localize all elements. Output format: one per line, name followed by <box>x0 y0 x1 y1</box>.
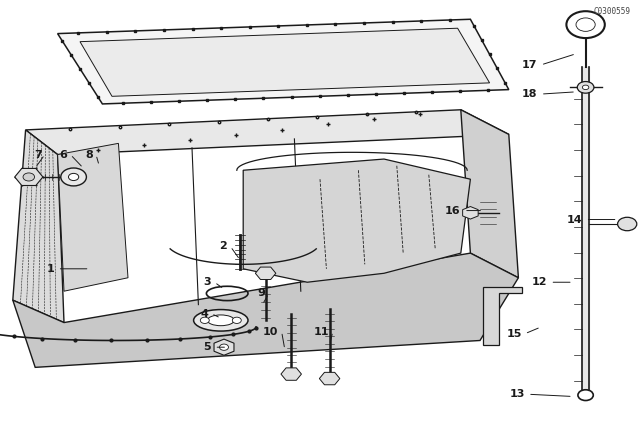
Polygon shape <box>58 19 509 104</box>
Circle shape <box>578 390 593 401</box>
Text: 5: 5 <box>204 342 211 352</box>
Circle shape <box>61 168 86 186</box>
Circle shape <box>577 82 594 93</box>
Polygon shape <box>26 110 509 155</box>
Polygon shape <box>15 168 43 185</box>
Polygon shape <box>255 267 276 280</box>
Text: 9: 9 <box>258 289 266 298</box>
Text: 15: 15 <box>506 329 522 339</box>
Polygon shape <box>13 130 64 323</box>
Circle shape <box>618 217 637 231</box>
Text: 6: 6 <box>60 150 67 159</box>
Text: 2: 2 <box>220 241 227 251</box>
Text: 10: 10 <box>263 327 278 336</box>
Text: 16: 16 <box>445 206 461 215</box>
Circle shape <box>232 317 241 323</box>
Polygon shape <box>319 372 340 385</box>
Circle shape <box>566 11 605 38</box>
Text: 13: 13 <box>509 389 525 399</box>
Text: 18: 18 <box>522 89 538 99</box>
Text: 14: 14 <box>567 215 582 224</box>
Polygon shape <box>461 110 518 278</box>
Polygon shape <box>463 207 478 219</box>
Text: 12: 12 <box>532 277 547 287</box>
Polygon shape <box>58 143 128 291</box>
Ellipse shape <box>207 315 234 326</box>
Text: 4: 4 <box>200 309 208 319</box>
Circle shape <box>200 317 209 323</box>
Text: 17: 17 <box>522 60 538 70</box>
Text: 11: 11 <box>314 327 330 336</box>
Polygon shape <box>13 253 518 367</box>
Text: C0300559: C0300559 <box>593 7 630 16</box>
Polygon shape <box>80 28 490 96</box>
Polygon shape <box>281 368 301 380</box>
Circle shape <box>68 173 79 181</box>
Polygon shape <box>214 339 234 355</box>
Circle shape <box>220 344 228 350</box>
Polygon shape <box>243 159 470 282</box>
Polygon shape <box>483 287 522 345</box>
Text: 8: 8 <box>85 150 93 159</box>
Text: 3: 3 <box>204 277 211 287</box>
Text: 7: 7 <box>34 150 42 159</box>
Circle shape <box>582 85 589 90</box>
Circle shape <box>23 173 35 181</box>
Text: 1: 1 <box>47 264 54 274</box>
Ellipse shape <box>193 310 248 331</box>
